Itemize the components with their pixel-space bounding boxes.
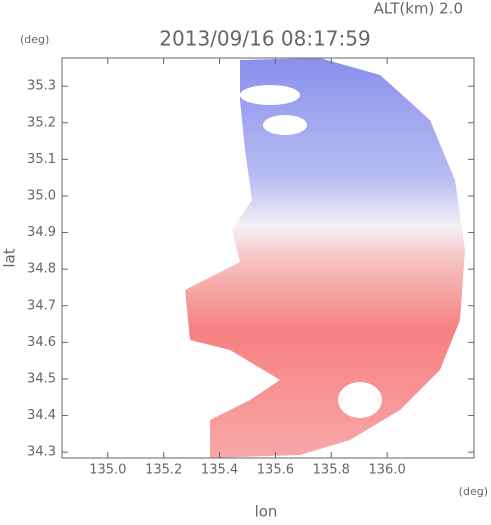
chart-title: 2013/09/16 08:17:59 [159,27,370,51]
y-tick-label: 35.3 [27,79,56,94]
x-tick-label: 135.8 [313,463,350,478]
y-tick-label: 34.7 [27,298,56,313]
x-tick-label: 135.4 [201,463,238,478]
y-tick-label: 34.6 [27,335,56,350]
x-tick-label: 135.2 [145,463,182,478]
y-tick-label: 35.1 [27,152,56,167]
y-tick-label: 34.4 [27,408,56,423]
y-axis-label: lat [1,248,19,267]
y-unit: (deg) [20,33,49,46]
y-tick-label: 35.0 [27,188,56,203]
x-tick-label: 135.0 [89,463,126,478]
x-axis-label: lon [255,503,278,521]
x-tick-label: 136.0 [369,463,406,478]
y-tick-label: 34.8 [27,262,56,277]
altitude-label: ALT(km) 2.0 [374,0,463,18]
x-unit: (deg) [459,485,488,498]
y-tick-label: 34.9 [27,225,56,240]
x-tick-label: 135.6 [257,463,294,478]
y-tick-label: 35.2 [27,115,56,130]
velocity-field [185,58,465,458]
y-tick-label: 34.3 [27,445,56,460]
plot-frame [61,57,475,459]
y-tick-label: 34.5 [27,371,56,386]
